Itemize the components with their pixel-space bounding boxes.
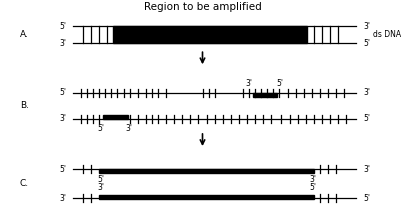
Text: 5': 5': [59, 165, 66, 174]
Text: 3': 3': [59, 194, 66, 203]
Text: 3': 3': [59, 39, 66, 48]
Text: 3': 3': [363, 22, 370, 31]
Text: 5': 5': [98, 124, 105, 133]
Bar: [99, 169, 314, 173]
Text: ds DNA: ds DNA: [373, 30, 401, 39]
Text: 3': 3': [97, 183, 104, 192]
Text: 5': 5': [59, 22, 66, 31]
Text: 5': 5': [363, 194, 370, 203]
Text: 3': 3': [245, 79, 253, 88]
Text: 5': 5': [309, 183, 316, 192]
Text: 5': 5': [59, 88, 66, 97]
Text: 3': 3': [363, 88, 370, 97]
Text: 3': 3': [59, 114, 66, 123]
Text: A.: A.: [20, 30, 29, 39]
Text: 3': 3': [125, 124, 132, 133]
Text: 5': 5': [276, 79, 283, 88]
Text: 5': 5': [363, 114, 370, 123]
Text: C.: C.: [20, 179, 29, 188]
Text: B.: B.: [20, 101, 29, 110]
Text: Region to be amplified: Region to be amplified: [144, 2, 261, 12]
Text: 3': 3': [309, 175, 316, 184]
Bar: [113, 26, 307, 43]
Bar: [103, 115, 128, 119]
Text: 3': 3': [363, 165, 370, 174]
Bar: [99, 195, 314, 199]
Text: 5': 5': [97, 175, 104, 184]
Text: 5': 5': [363, 39, 370, 48]
Bar: [253, 93, 277, 97]
